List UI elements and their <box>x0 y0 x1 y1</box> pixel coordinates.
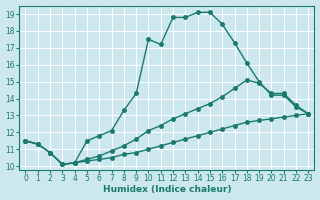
X-axis label: Humidex (Indice chaleur): Humidex (Indice chaleur) <box>103 185 231 194</box>
